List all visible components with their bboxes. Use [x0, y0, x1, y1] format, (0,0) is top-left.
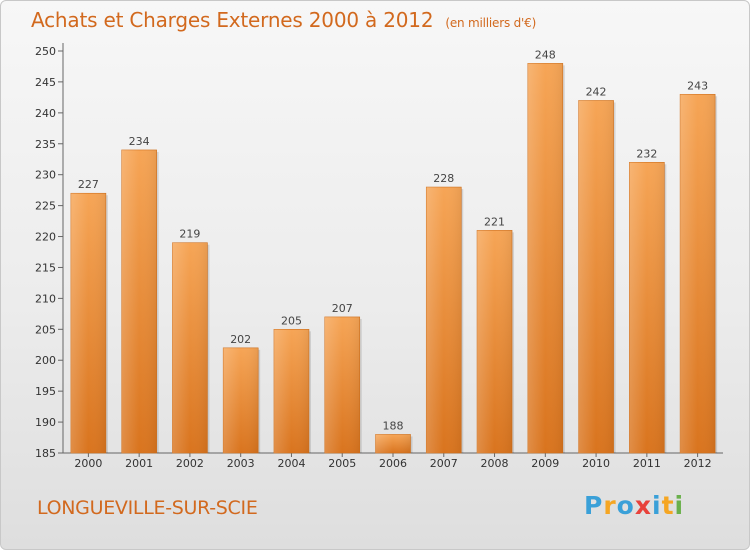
logo-letter: r — [603, 491, 617, 520]
y-tick-label: 225 — [35, 200, 56, 213]
x-tick-label: 2004 — [277, 457, 305, 470]
y-tick-label: 210 — [35, 292, 56, 305]
x-tick-label: 2007 — [430, 457, 458, 470]
x-tick-label: 2012 — [684, 457, 712, 470]
data-label: 221 — [484, 215, 505, 228]
city-name: LONGUEVILLE-SUR-SCIE — [37, 497, 258, 519]
x-tick-label: 2003 — [227, 457, 255, 470]
data-label: 228 — [433, 172, 454, 185]
chart-title: Achats et Charges Externes 2000 à 2012 (e… — [31, 8, 536, 32]
y-tick-label: 240 — [35, 107, 56, 120]
x-tick-label: 2009 — [531, 457, 559, 470]
bar-highlight — [223, 347, 259, 453]
x-tick-label: 2010 — [582, 457, 610, 470]
bar-highlight — [324, 316, 360, 453]
bar-highlight — [426, 187, 462, 454]
data-label: 242 — [586, 85, 607, 98]
bar-highlight — [375, 434, 411, 453]
y-tick-label: 235 — [35, 138, 56, 151]
data-label: 227 — [78, 178, 99, 191]
logo-letter: o — [616, 491, 635, 520]
y-tick-label: 215 — [35, 261, 56, 274]
bar-highlight — [121, 149, 157, 453]
chart-title-text: Achats et Charges Externes 2000 à 2012 — [31, 8, 434, 32]
y-tick-label: 185 — [35, 447, 56, 460]
logo-letter: t — [661, 491, 675, 520]
y-tick-label: 195 — [35, 385, 56, 398]
logo-letter: P — [584, 491, 604, 520]
data-label: 202 — [230, 333, 251, 346]
y-tick-label: 205 — [35, 323, 56, 336]
x-tick-label: 2011 — [633, 457, 661, 470]
y-tick-label: 220 — [35, 231, 56, 244]
bar-highlight — [172, 242, 208, 453]
data-label: 219 — [179, 228, 200, 241]
proxiti-logo[interactable]: Proxiti — [584, 491, 684, 520]
data-labels-group: 227 234 219 202 205 207 188 228 221 248 242 232 243 — [78, 48, 708, 432]
logo-letter: i — [652, 491, 662, 520]
data-label: 205 — [281, 314, 302, 327]
data-label: 243 — [687, 79, 708, 92]
logo-letter: x — [634, 491, 652, 520]
bar-highlight — [477, 230, 513, 453]
y-tick-label: 230 — [35, 169, 56, 182]
bar-highlight — [578, 100, 614, 453]
data-label: 188 — [383, 419, 404, 432]
bars-group — [70, 63, 718, 454]
x-tick-label: 2005 — [328, 457, 356, 470]
x-tick-label: 2000 — [74, 457, 102, 470]
y-axis: 185 190 195 200 205 210 215 220 225 230 235 240 245 2… — [35, 43, 64, 460]
y-tick-label: 250 — [35, 45, 56, 58]
x-tick-label: 2001 — [125, 457, 153, 470]
y-tick-label: 245 — [35, 76, 56, 89]
bar-highlight — [273, 329, 309, 453]
data-label: 232 — [636, 147, 657, 160]
data-label: 248 — [535, 48, 556, 61]
x-tick-label: 2008 — [481, 457, 509, 470]
x-tick-label: 2006 — [379, 457, 407, 470]
data-label: 234 — [129, 135, 150, 148]
x-axis: 2000 2001 2002 2003 2004 2005 2006 2007 2008 2009… — [63, 452, 723, 470]
bar-highlight — [629, 162, 665, 454]
y-tick-label: 200 — [35, 354, 56, 367]
bar-highlight — [527, 63, 563, 453]
bar-highlight — [70, 193, 106, 453]
data-label: 207 — [332, 302, 353, 315]
logo-letter: i — [674, 491, 685, 520]
x-tick-label: 2002 — [176, 457, 204, 470]
chart-subtitle: (en milliers d'€) — [445, 16, 537, 30]
y-tick-label: 190 — [35, 416, 56, 429]
bar-highlight — [680, 94, 716, 454]
